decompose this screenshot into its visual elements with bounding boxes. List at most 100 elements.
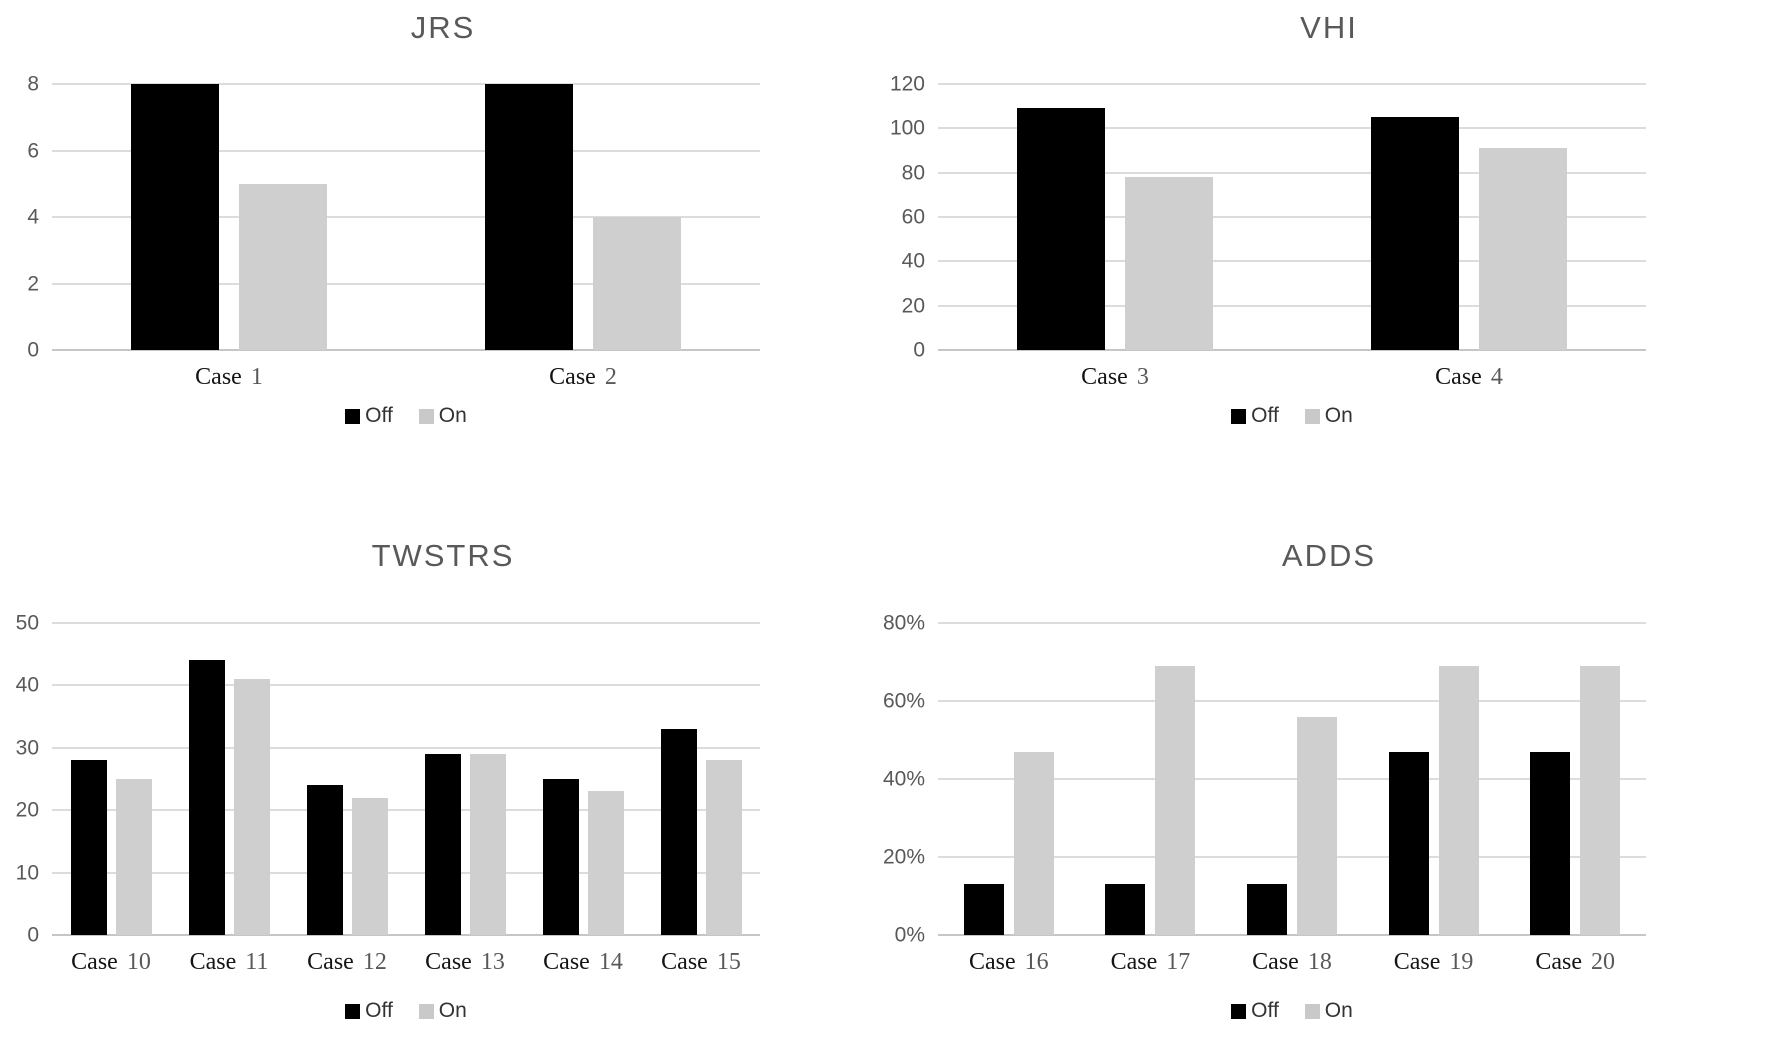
y-tick-label-20%: 20% (882, 845, 925, 869)
y-tick-label-0: 0 (27, 923, 39, 947)
category-group-case-13 (406, 623, 524, 935)
x-category-label-case-14: Case 14 (524, 948, 642, 977)
legend-swatch-off-icon (1231, 408, 1247, 424)
x-category-label-case-10: Case 10 (52, 948, 170, 977)
x-label-case-text: Case (425, 949, 472, 975)
bar-on-case-4 (1479, 148, 1567, 350)
legend-swatch-on-icon (1304, 1003, 1320, 1019)
gridline-2 (52, 282, 760, 285)
x-label-case-text: Case (661, 949, 708, 975)
y-tick-label-120: 120 (889, 72, 925, 96)
x-label-case-text: Case (968, 949, 1016, 975)
x-label-case-text: Case (543, 949, 590, 975)
bars-layer (52, 84, 760, 350)
gridline-20% (938, 856, 1646, 858)
x-category-label-case-18: Case 18 (1221, 948, 1363, 977)
legend-item-on: On (418, 404, 467, 428)
x-label-case-number: 16 (1024, 949, 1049, 975)
category-group-case-15 (642, 623, 760, 935)
legend-label-on: On (438, 404, 467, 427)
x-label-case-text: Case (1393, 949, 1441, 975)
gridline-60% (938, 700, 1646, 702)
gridline-40 (52, 684, 760, 687)
category-group-case-16 (938, 623, 1080, 935)
category-group-case-17 (1080, 623, 1222, 935)
plot-area-jrs: 0 2 4 6 8 Case 1 Case 2 Off On (27, 74, 760, 427)
legend: Off On (52, 404, 760, 428)
y-tick-label-20: 20 (901, 294, 925, 318)
legend-swatch-on-icon (418, 1003, 434, 1019)
x-label-case-number: 18 (1307, 949, 1332, 975)
chart-panel-vhi: VHI 0 20 40 60 80 100 120 Case 3 Case 4 Off On (886, 0, 1772, 460)
category-group-case-14 (524, 623, 642, 935)
y-tick-label-50: 50 (15, 611, 39, 635)
category-group-case-20 (1504, 623, 1646, 935)
x-category-label-case-1: Case 1 (52, 363, 406, 392)
category-group-case-18 (1221, 623, 1363, 935)
x-category-label-case-16: Case 16 (938, 948, 1080, 977)
bar-off-case-19 (1388, 751, 1429, 935)
legend-swatch-off-icon (1231, 1003, 1247, 1019)
x-label-case-number: 20 (1591, 949, 1615, 975)
legend-item-on: On (418, 999, 467, 1023)
bar-on-case-12 (351, 797, 388, 935)
y-tick-label-40: 40 (901, 249, 925, 273)
chart-panel-twstrs: TWSTRS 0 10 20 30 40 50 Case 10 Case 11 Case 12 Case… (0, 460, 886, 1038)
chart-title-adds: ADDS (1281, 538, 1377, 573)
x-category-label-case-2: Case 2 (406, 363, 760, 392)
x-label-case-number: 12 (362, 949, 387, 975)
legend-item-on: On (1304, 404, 1353, 428)
category-group-case-2 (406, 84, 760, 350)
x-axis-labels: Case 16 Case 17 Case 18 Case 19 Case 20 (938, 948, 1646, 977)
legend-item-off: Off (1231, 999, 1279, 1023)
y-tick-label-20: 20 (15, 798, 39, 822)
x-label-case-number: 17 (1166, 949, 1191, 975)
bar-off-case-10 (70, 760, 107, 935)
gridline-0% (938, 934, 1646, 936)
y-tick-label-6: 6 (27, 139, 39, 162)
bar-on-case-15 (705, 760, 742, 935)
x-label-case-text: Case (307, 949, 354, 975)
x-label-case-number: 3 (1136, 364, 1149, 390)
bar-off-case-4 (1371, 117, 1459, 350)
y-tick-label-80%: 80% (882, 611, 925, 635)
y-tick-label-40%: 40% (882, 767, 925, 791)
chart-title-vhi: VHI (1300, 10, 1358, 45)
chart-panel-jrs: JRS 0 2 4 6 8 Case 1 Case 2 Off On (0, 0, 886, 460)
x-axis-labels: Case 10 Case 11 Case 12 Case 13 Case 14 Case 15 (52, 948, 760, 977)
bar-on-case-3 (1125, 177, 1213, 350)
bars-layer (938, 84, 1646, 350)
x-label-case-text: Case (1110, 949, 1158, 975)
x-label-case-text: Case (1435, 364, 1482, 390)
category-group-case-1 (52, 84, 406, 350)
category-group-case-11 (170, 623, 288, 935)
bar-off-case-15 (660, 729, 697, 935)
x-label-case-number: 1 (250, 364, 263, 390)
x-label-case-text: Case (1535, 949, 1582, 975)
x-category-label-case-13: Case 13 (406, 948, 524, 977)
x-label-case-text: Case (549, 364, 596, 390)
y-tick-label-0: 0 (913, 338, 925, 362)
gridline-20 (938, 304, 1646, 307)
gridline-0 (52, 349, 760, 351)
bar-on-case-10 (115, 779, 152, 935)
bar-on-case-13 (469, 754, 506, 935)
plot-area-vhi: 0 20 40 60 80 100 120 Case 3 Case 4 Off On (890, 74, 1646, 427)
category-group-case-12 (288, 623, 406, 935)
bar-off-case-1 (131, 84, 219, 350)
bar-off-case-14 (542, 779, 579, 935)
legend-swatch-off-icon (345, 408, 361, 424)
gridline-20 (52, 809, 760, 812)
bar-off-case-18 (1246, 884, 1287, 935)
category-group-case-10 (52, 623, 170, 935)
bar-on-case-16 (1013, 751, 1054, 935)
legend-item-on: On (1304, 999, 1353, 1023)
legend-label-on: On (1324, 404, 1353, 427)
gridline-60 (938, 216, 1646, 218)
bars-layer (938, 623, 1646, 935)
legend-label-on: On (438, 999, 467, 1022)
bar-off-case-16 (963, 884, 1004, 935)
legend-swatch-off-icon (345, 1003, 361, 1019)
legend-swatch-on-icon (1304, 408, 1320, 424)
y-tick-label-0%: 0% (894, 923, 925, 947)
